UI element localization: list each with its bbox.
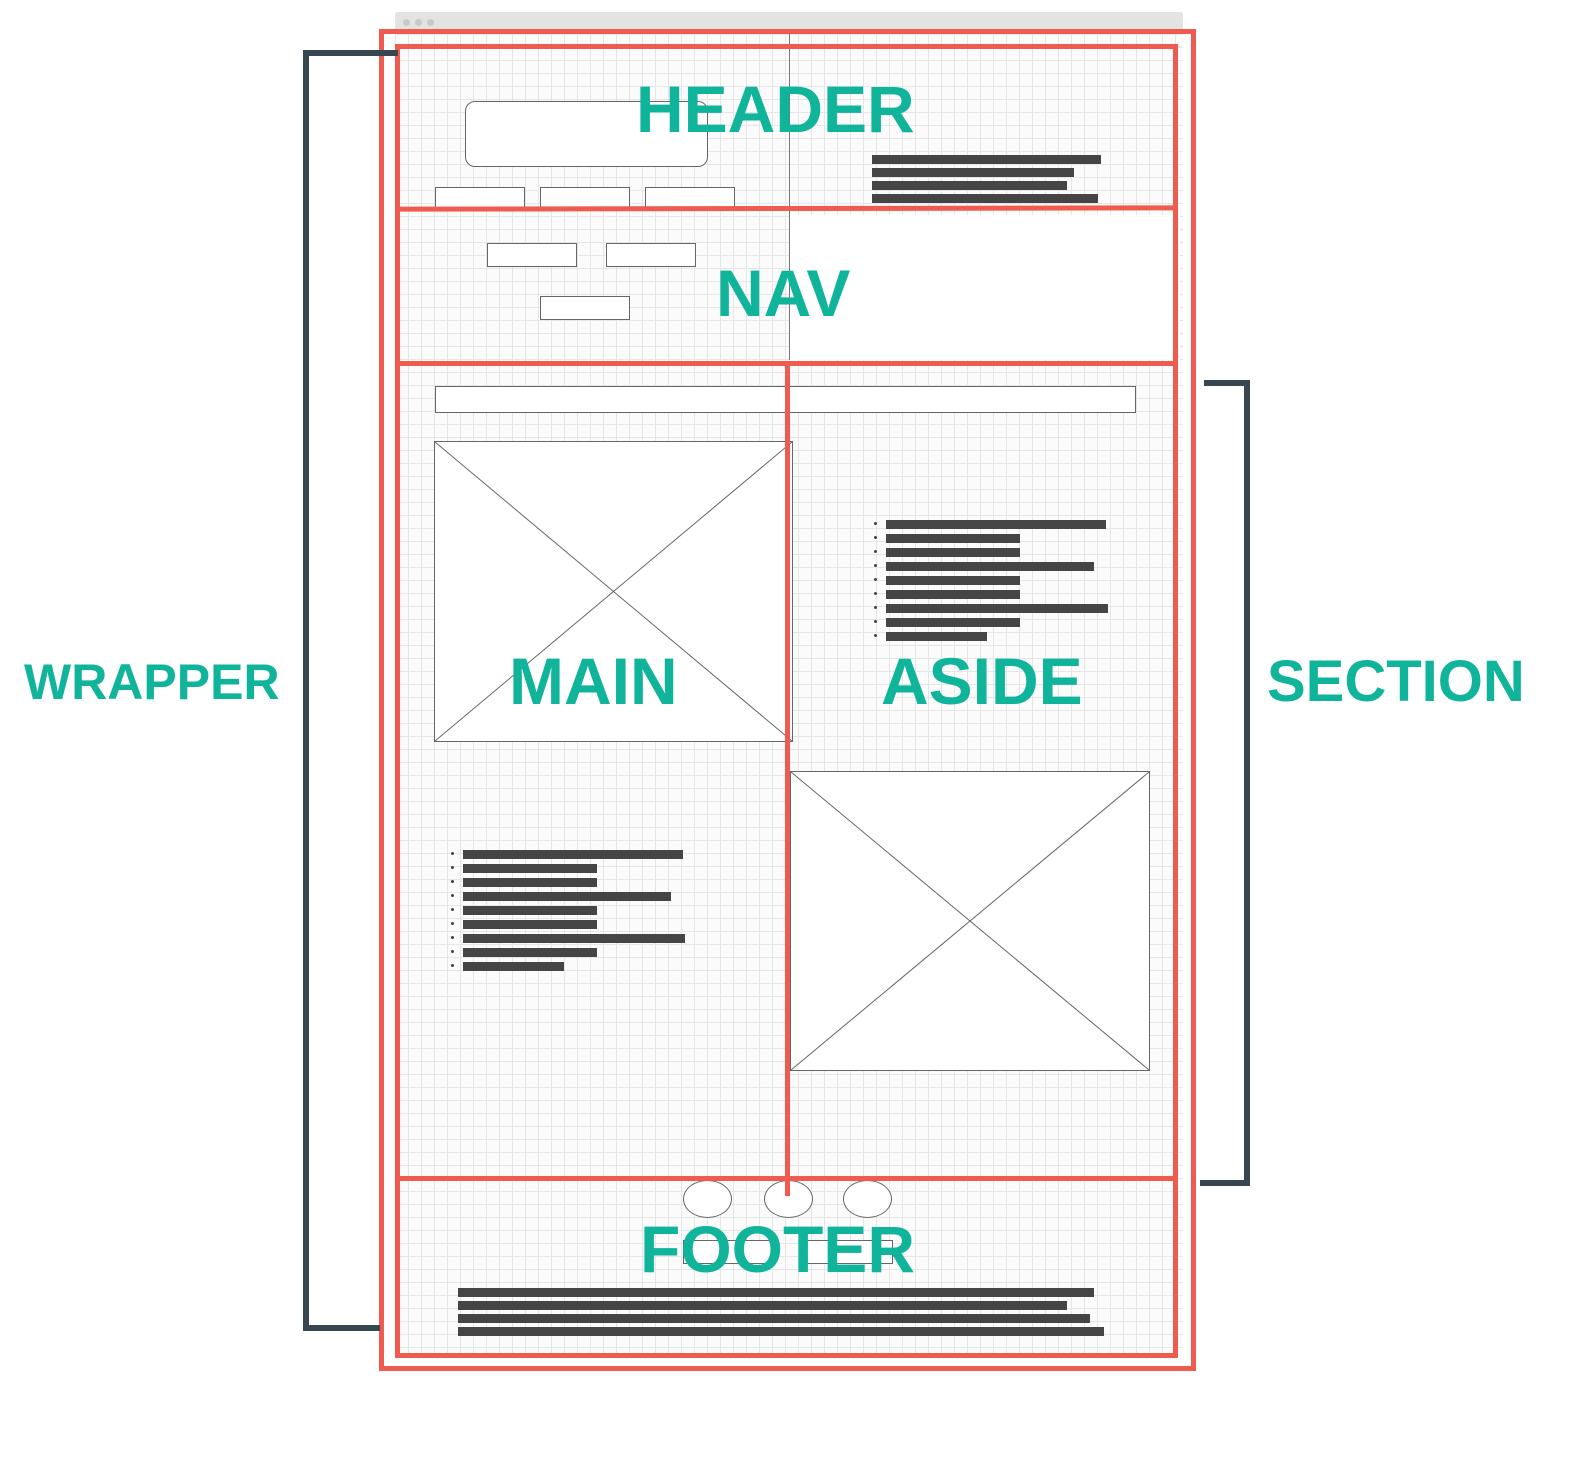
- header-text-line: [872, 155, 1101, 164]
- browser-title-bar: [395, 12, 1183, 34]
- bullet-icon: [451, 922, 454, 925]
- social-circle-placeholder: [683, 1180, 732, 1218]
- bullet-icon: [451, 950, 454, 953]
- aside-list-line: [886, 632, 987, 641]
- aside-list-line: [886, 576, 1020, 585]
- bullet-icon: [451, 936, 454, 939]
- window-dot-icon: [415, 19, 422, 26]
- header-divider-line: [789, 34, 790, 360]
- main-label: MAIN: [509, 644, 678, 718]
- header-text-line: [872, 181, 1067, 190]
- nav-button-placeholder: [606, 243, 696, 267]
- aside-list-line: [886, 520, 1106, 529]
- main-list-line: [463, 906, 597, 915]
- bullet-icon: [451, 908, 454, 911]
- footer-text-line: [458, 1327, 1104, 1336]
- bullet-icon: [874, 592, 877, 595]
- aside-list-line: [886, 534, 1020, 543]
- logo-placeholder: [465, 101, 708, 167]
- bullet-icon: [874, 550, 877, 553]
- footer-button-placeholder: [803, 1240, 893, 1264]
- section-bottom-line: [397, 1176, 1175, 1181]
- main-list-line: [463, 948, 597, 957]
- main-image-placeholder: [434, 441, 793, 742]
- bullet-icon: [874, 536, 877, 539]
- main-list-line: [463, 934, 685, 943]
- inner-outline: [395, 44, 1178, 1358]
- bullet-icon: [874, 620, 877, 623]
- nav-label: NAV: [716, 256, 851, 330]
- aside-list-line: [886, 604, 1108, 613]
- bullet-icon: [451, 852, 454, 855]
- bullet-icon: [451, 866, 454, 869]
- header-text-line: [872, 194, 1098, 203]
- footer-button-placeholder: [683, 1240, 773, 1264]
- image-placeholder-icon: [435, 442, 792, 741]
- bullet-icon: [874, 634, 877, 637]
- section-label: SECTION: [1267, 649, 1525, 714]
- footer-text-line: [458, 1301, 1067, 1310]
- nav-button-placeholder: [487, 243, 577, 267]
- header-text-line: [872, 168, 1074, 177]
- main-list-line: [463, 878, 597, 887]
- nav-right-panel: [790, 215, 1180, 360]
- aside-list-line: [886, 590, 1020, 599]
- bullet-icon: [874, 578, 877, 581]
- aside-label: ASIDE: [881, 644, 1083, 718]
- footer-text-line: [458, 1288, 1094, 1297]
- bullet-icon: [451, 880, 454, 883]
- main-list-line: [463, 850, 683, 859]
- main-list-line: [463, 892, 671, 901]
- bullet-icon: [874, 606, 877, 609]
- wrapper-label: WRAPPER: [24, 654, 280, 710]
- wrapper-outline: [379, 29, 1196, 1371]
- aside-list-line: [886, 618, 1020, 627]
- main-list-line: [463, 864, 597, 873]
- social-circle-placeholder: [843, 1180, 892, 1218]
- aside-list-line: [886, 562, 1094, 571]
- window-dot-icon: [403, 19, 410, 26]
- aside-list-line: [886, 548, 1020, 557]
- main-list-line: [463, 962, 564, 971]
- footer-text-line: [458, 1314, 1090, 1323]
- nav-button-placeholder: [540, 296, 630, 320]
- aside-image-placeholder: [790, 771, 1150, 1071]
- window-dot-icon: [427, 19, 434, 26]
- bullet-icon: [874, 564, 877, 567]
- main-aside-divider: [785, 363, 790, 1196]
- footer-label: FOOTER: [640, 1212, 915, 1286]
- bullet-icon: [451, 964, 454, 967]
- main-list-line: [463, 920, 597, 929]
- image-placeholder-icon: [791, 772, 1149, 1070]
- header-label: HEADER: [636, 72, 915, 146]
- bullet-icon: [874, 522, 877, 525]
- bullet-icon: [451, 894, 454, 897]
